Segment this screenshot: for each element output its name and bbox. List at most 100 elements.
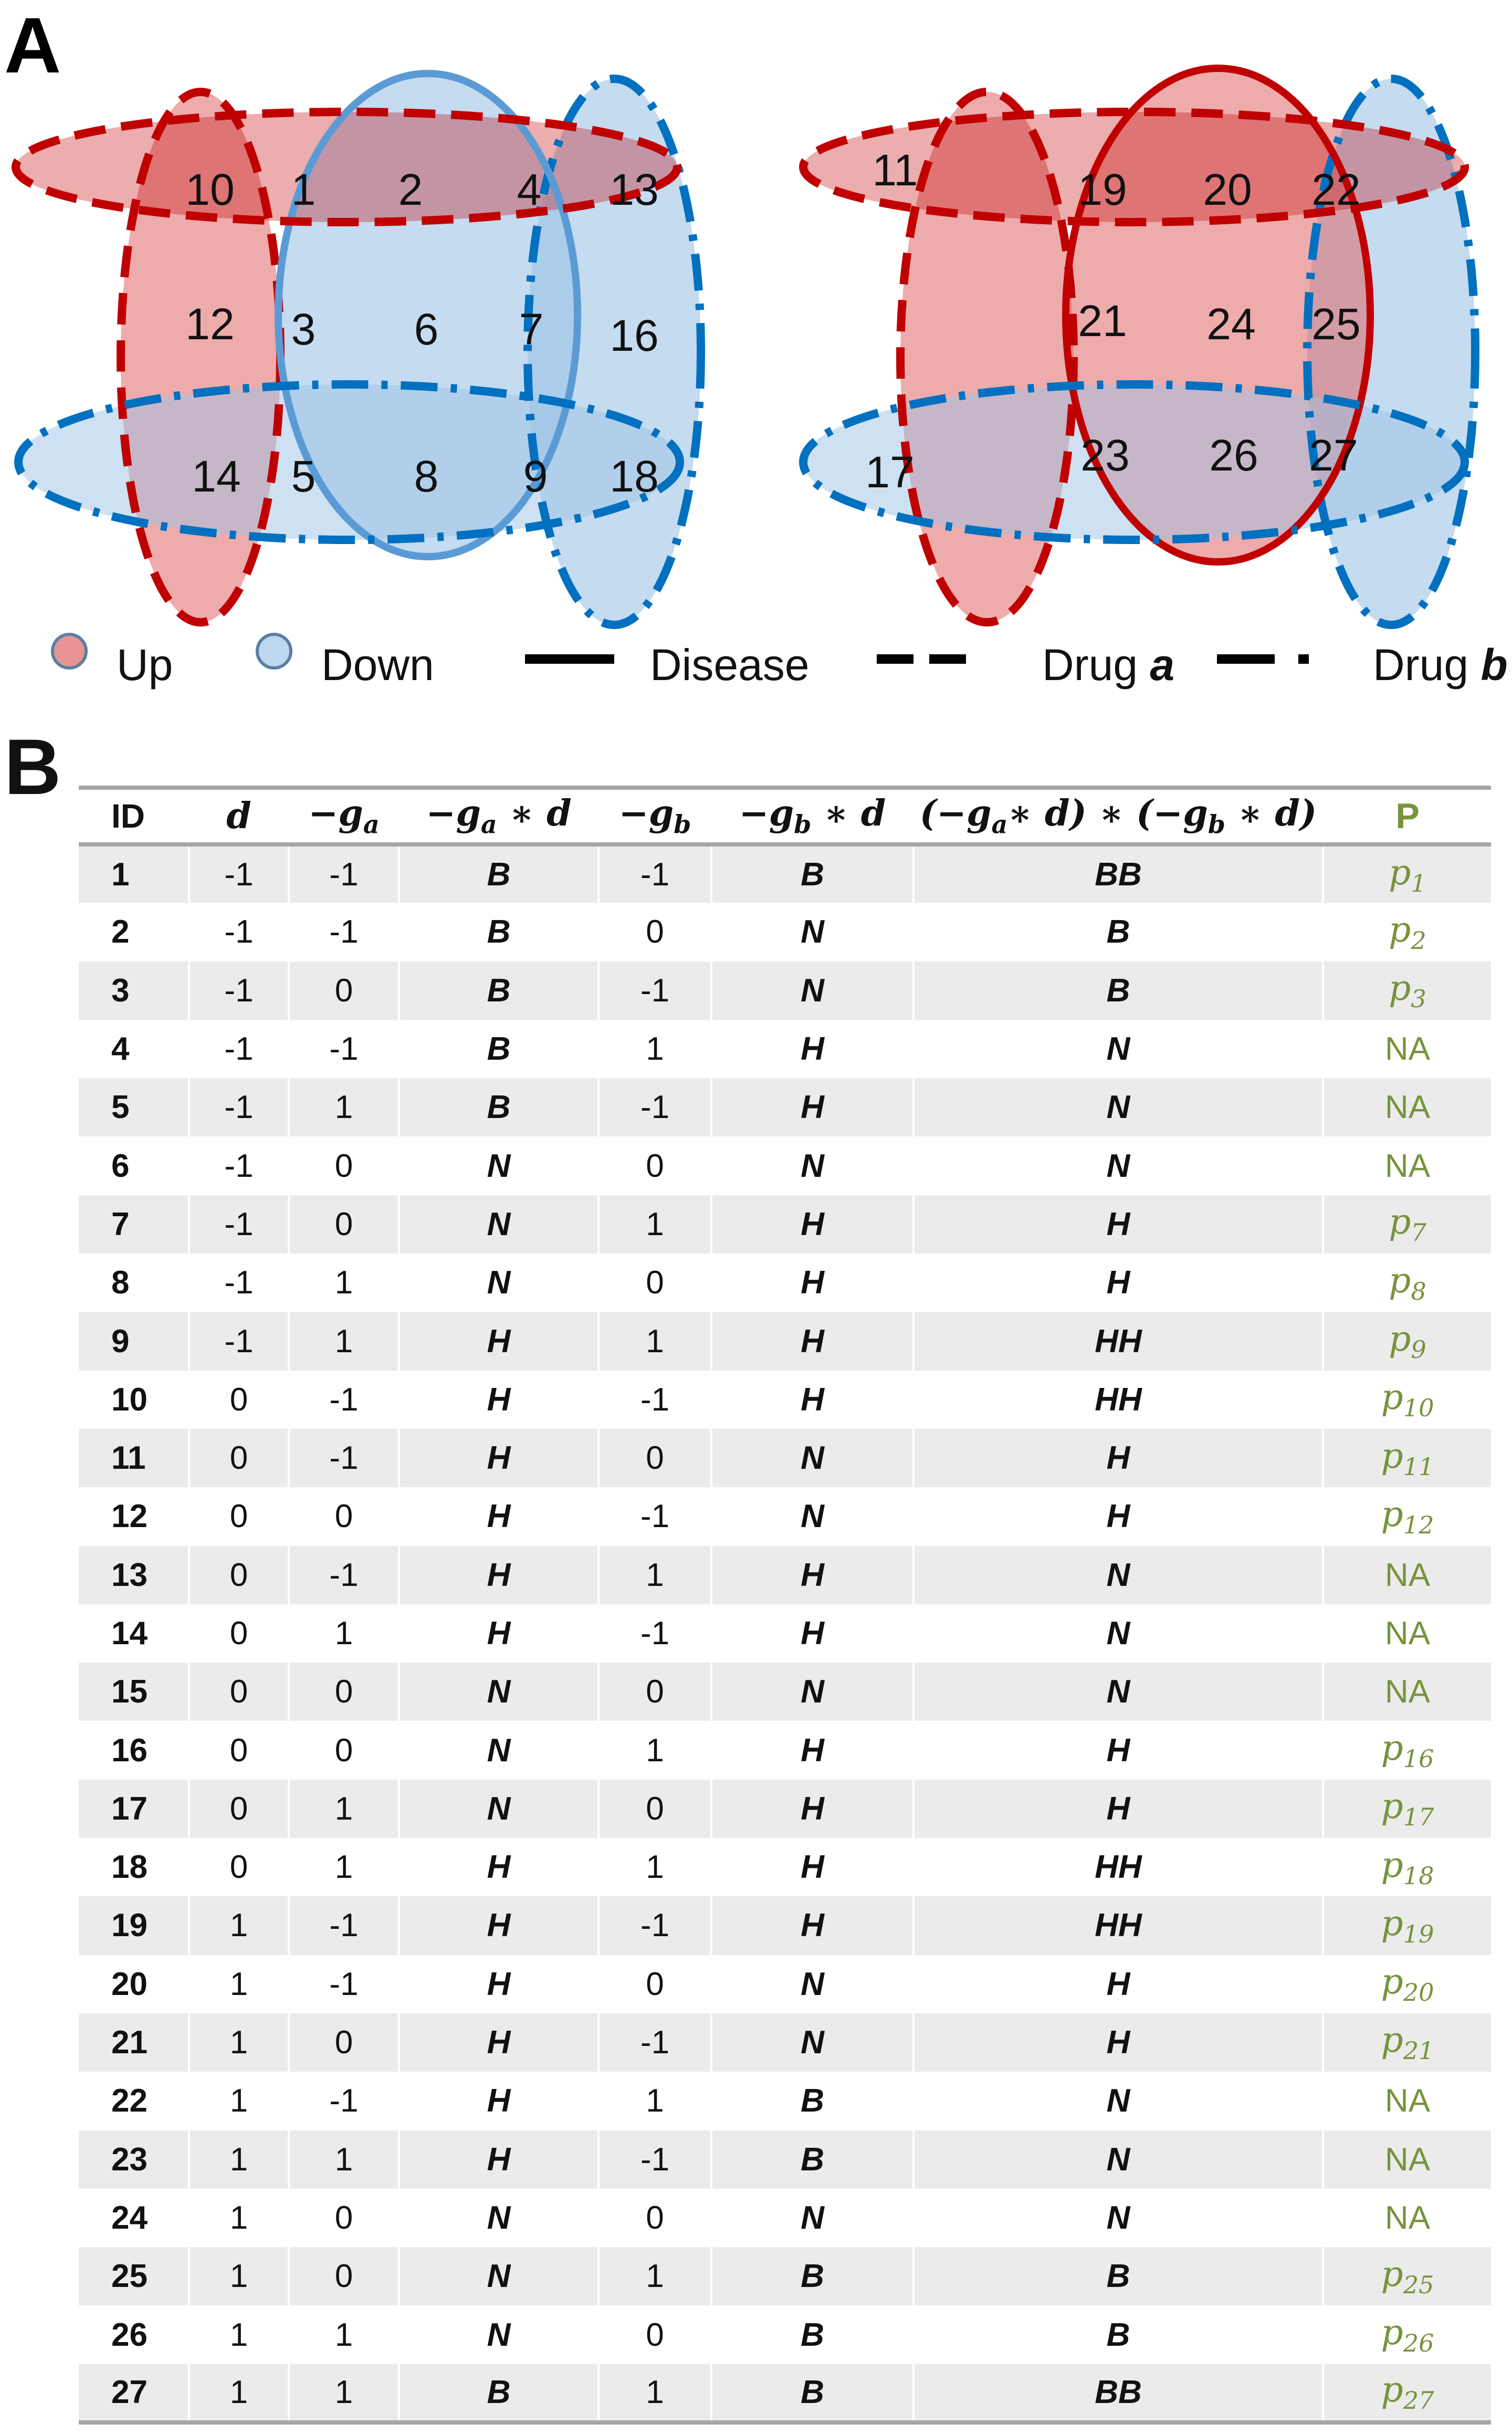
- cell-ga: -1: [288, 844, 399, 903]
- cell-product: H: [912, 2013, 1323, 2072]
- table-row: 27 1 1 B 1 B BB p27: [79, 2364, 1491, 2423]
- cell-ga: 1: [288, 1078, 399, 1137]
- cell-d: 1: [188, 2188, 289, 2248]
- cell-product: H: [912, 1253, 1323, 1312]
- cell-p: p8: [1322, 1253, 1491, 1312]
- cell-gb-d: H: [710, 1545, 914, 1604]
- cell-ga: 0: [288, 2188, 399, 2248]
- cell-id: 24: [111, 2199, 148, 2236]
- cell-id: 3: [111, 972, 130, 1009]
- drug-a-up-band: [803, 112, 1465, 222]
- cell-ga-d: H: [398, 1545, 598, 1604]
- cell-product: N: [912, 1604, 1323, 1663]
- drug-a-horizontal-outline: [12, 108, 681, 226]
- cell-d: -1: [188, 1019, 289, 1079]
- left-region-9: 9: [523, 452, 548, 501]
- drug-b-horizontal-outline: [14, 380, 684, 544]
- cell-ga: 0: [288, 1663, 399, 1721]
- cell-id: 22: [111, 2083, 148, 2119]
- panel-b-label: B: [4, 723, 61, 811]
- cell-ga: 1: [288, 1253, 399, 1312]
- cell-product: N: [912, 2188, 1323, 2248]
- cell-gb-d: H: [710, 1779, 914, 1838]
- cell-gb: 1: [597, 1312, 711, 1371]
- cell-product: N: [912, 1663, 1323, 1721]
- cell-p: p1: [1322, 844, 1491, 903]
- cell-product: HH: [912, 1370, 1323, 1429]
- cell-gb: -1: [597, 1078, 711, 1137]
- left-region-7: 7: [519, 305, 544, 354]
- left-region-12: 12: [185, 299, 234, 349]
- cell-ga-d: N: [398, 2188, 598, 2248]
- cell-gb: 0: [597, 2305, 711, 2364]
- drug-b-vertical-outline: [523, 75, 705, 629]
- cell-gb: 1: [597, 1019, 711, 1079]
- table-row: 15 0 0 N 0 N N NA: [79, 1663, 1491, 1721]
- cell-product: H: [912, 1955, 1323, 2013]
- cell-gb-d: B: [710, 2305, 914, 2364]
- cell-product: HH: [912, 1838, 1323, 1897]
- cell-p: p2: [1322, 903, 1491, 962]
- legend-down-label: Down: [321, 640, 434, 690]
- cell-id: 26: [111, 2316, 148, 2353]
- cell-p: NA: [1322, 2072, 1491, 2130]
- right-region-20: 20: [1203, 165, 1252, 214]
- cell-id: 2: [111, 914, 130, 950]
- cell-gb-d: H: [710, 1078, 914, 1137]
- disease-outline-right: [1062, 65, 1374, 566]
- table-row: 1 -1 -1 B -1 B BB p1: [79, 844, 1491, 903]
- cell-ga: -1: [288, 1370, 399, 1429]
- cell-product: N: [912, 1078, 1323, 1137]
- cell-p: p9: [1322, 1312, 1491, 1371]
- left-region-16: 16: [610, 311, 658, 360]
- cell-product: HH: [912, 1312, 1323, 1371]
- cell-ga: 1: [288, 1838, 399, 1897]
- cell-gb: 0: [597, 1136, 711, 1195]
- cell-ga: 1: [288, 2364, 399, 2423]
- cell-gb: -1: [597, 961, 711, 1020]
- left-region-10: 10: [185, 165, 234, 214]
- cell-p: p17: [1322, 1779, 1491, 1838]
- cell-ga-d: B: [398, 903, 598, 962]
- cell-gb-d: B: [710, 844, 914, 903]
- left-region-5: 5: [291, 452, 316, 501]
- cell-ga: 1: [288, 1604, 399, 1663]
- cell-d: 1: [188, 2130, 289, 2189]
- cell-id: 11: [111, 1440, 146, 1477]
- right-region-24: 24: [1206, 299, 1255, 349]
- cell-gb-d: N: [710, 1955, 914, 2013]
- table-row: 9 -1 1 H 1 H HH p9: [79, 1312, 1491, 1371]
- cell-d: 0: [188, 1721, 289, 1780]
- cell-ga: 1: [288, 2305, 399, 2364]
- header-id: ID: [111, 797, 145, 835]
- cell-id: 6: [111, 1147, 130, 1184]
- cell-ga: 0: [288, 1195, 399, 1254]
- drug-a-horizontal-outline-right: [799, 108, 1469, 226]
- cell-id: 21: [111, 2024, 148, 2061]
- cell-gb: 0: [597, 903, 711, 962]
- cell-ga-d: N: [398, 1663, 598, 1721]
- cell-gb: 0: [597, 2188, 711, 2248]
- cell-p: NA: [1322, 1019, 1491, 1079]
- cell-id: 10: [111, 1381, 148, 1418]
- left-region-13: 13: [610, 165, 658, 214]
- cell-d: 0: [188, 1428, 289, 1488]
- cell-p: p19: [1322, 1896, 1491, 1955]
- table-row: 24 1 0 N 0 N N NA: [79, 2188, 1491, 2248]
- cell-gb: 0: [597, 1253, 711, 1312]
- cell-gb: -1: [597, 1370, 711, 1429]
- cell-ga-d: N: [398, 1136, 598, 1195]
- legend-drug-a-label: Drug a: [1042, 640, 1174, 690]
- cell-gb: 1: [597, 2072, 711, 2130]
- cell-gb-d: N: [710, 1136, 914, 1195]
- table-row: 10 0 -1 H -1 H HH p10: [79, 1370, 1491, 1429]
- cell-id: 13: [111, 1556, 148, 1593]
- cell-ga-d: H: [398, 1896, 598, 1955]
- table-row: 4 -1 -1 B 1 H N NA: [79, 1019, 1491, 1079]
- left-region-1: 1: [291, 165, 316, 214]
